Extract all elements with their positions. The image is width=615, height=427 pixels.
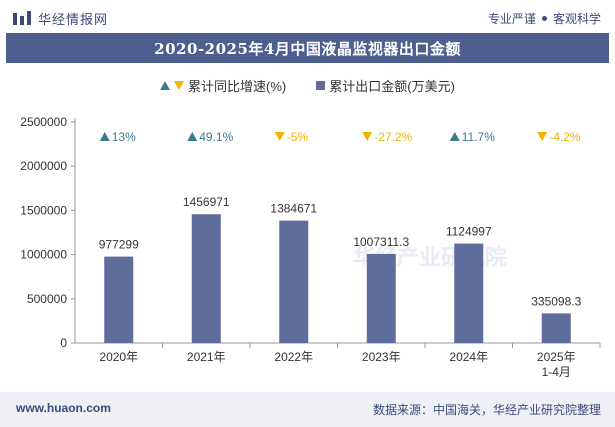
bar <box>279 220 309 343</box>
y-tick-label: 500000 <box>27 292 67 306</box>
chart-title: 2020-2025年4月中国液晶监视器出口金额 <box>154 39 461 58</box>
x-tick-label: 2020年 <box>99 350 138 364</box>
growth-up-marker <box>449 132 460 141</box>
slogan-left: 专业严谨 <box>487 12 536 26</box>
bar-value-label: 1124997 <box>446 225 492 239</box>
x-tick-label: 2022年 <box>274 350 313 364</box>
slogan-right: 客观科学 <box>552 12 601 26</box>
bar-value-label: 977299 <box>99 238 139 252</box>
brand: 华经情报网 <box>12 9 108 28</box>
bar-value-label: 335098.3 <box>531 294 581 308</box>
y-tick-label: 1000000 <box>20 248 67 262</box>
title-band: 2020-2025年4月中国液晶监视器出口金额 <box>6 33 609 63</box>
growth-down-marker <box>537 132 548 141</box>
legend-label-amount: 累计出口金额(万美元) <box>329 79 455 94</box>
bar-value-label: 1007311.3 <box>353 235 409 249</box>
footer-source: 数据来源：中国海关，华经产业研究院整理 <box>372 403 601 417</box>
x-tick-label: 2024年 <box>449 350 488 364</box>
top-bar: 华经情报网 专业严谨 客观科学 <box>0 0 615 33</box>
brand-logo-icon <box>13 10 31 25</box>
x-tick-label: 1-4月 <box>542 365 571 379</box>
triangle-up-icon <box>160 81 171 90</box>
growth-up-marker <box>187 132 198 141</box>
growth-label: 11.7% <box>462 130 495 144</box>
bar <box>104 256 134 343</box>
growth-label: -4.2% <box>549 130 581 144</box>
triangle-down-icon <box>174 81 185 90</box>
growth-down-marker <box>274 132 285 141</box>
bar <box>191 214 221 343</box>
y-tick-label: 2000000 <box>20 159 67 173</box>
bar <box>541 313 571 343</box>
brand-name: 华经情报网 <box>38 12 109 27</box>
legend-label-growth: 累计同比增速(%) <box>188 79 287 94</box>
footer-url: www.huaon.com <box>16 401 111 415</box>
x-tick-label: 2025年 <box>537 350 576 364</box>
growth-label: -27.2% <box>374 130 412 144</box>
growth-up-marker <box>99 132 110 141</box>
legend-item-amount: 累计出口金额(万美元) <box>316 76 455 95</box>
slogan-dot-icon <box>541 16 547 21</box>
growth-label: 49.1% <box>199 130 233 144</box>
footer: www.huaon.com 数据来源：中国海关，华经产业研究院整理 <box>0 392 615 427</box>
bar <box>454 243 484 343</box>
growth-label: -5% <box>287 130 309 144</box>
y-tick-label: 1500000 <box>20 203 67 217</box>
legend-swatch-square-icon <box>316 81 326 90</box>
y-tick-label: 2500000 <box>20 115 67 129</box>
slogan: 专业严谨 客观科学 <box>488 10 601 27</box>
bar <box>366 253 396 343</box>
bar-value-label: 1456971 <box>183 195 230 209</box>
growth-label: 13% <box>112 130 136 144</box>
x-tick-label: 2021年 <box>187 350 226 364</box>
y-tick-label: 0 <box>60 336 67 350</box>
x-tick-label: 2023年 <box>362 350 401 364</box>
legend-item-growth: 累计同比增速(%) <box>160 76 286 95</box>
legend: 累计同比增速(%) 累计出口金额(万美元) <box>0 76 615 95</box>
bar-value-label: 1384671 <box>270 202 317 216</box>
growth-down-marker <box>362 132 373 141</box>
